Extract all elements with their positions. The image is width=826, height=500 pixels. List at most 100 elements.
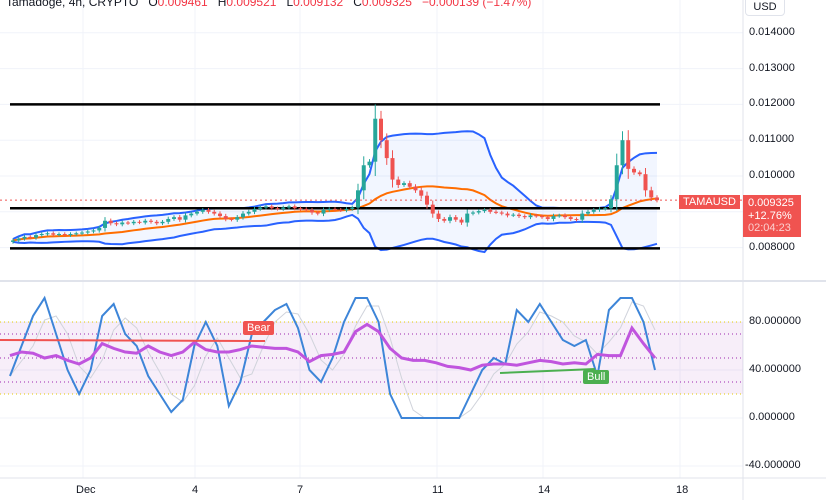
last-change-pct: +12.76% [748, 209, 792, 222]
candle-body [108, 220, 113, 224]
candle-body [22, 236, 27, 239]
candle-body [419, 190, 424, 196]
high-value: 0.009521 [226, 0, 277, 9]
candle-body [80, 232, 84, 234]
candle-body [137, 221, 142, 223]
candle-body [407, 183, 412, 187]
high-label: H [217, 0, 227, 9]
candle-body [488, 210, 493, 212]
candle-body [471, 212, 475, 214]
candle-body [436, 213, 441, 219]
candle-body [396, 179, 401, 185]
time-tick: 11 [432, 484, 444, 496]
candle-body [373, 118, 378, 162]
candle-body [643, 174, 648, 191]
bollinger-fill [13, 131, 657, 253]
candle-body [459, 219, 464, 223]
candle-body [195, 211, 199, 214]
candle-body [45, 233, 50, 235]
symbol-title: Tamadoge, 4h, CRYPTO [6, 0, 139, 9]
candle-body [287, 206, 291, 208]
symbol-legend: Tamadoge, 4h, CRYPTO O0.009461 H0.009521… [6, 0, 531, 9]
candle-body [264, 206, 268, 208]
low-label: L [286, 0, 294, 9]
candle-body [603, 208, 608, 210]
bull-divergence-line [499, 368, 596, 374]
candle-body [275, 208, 280, 210]
time-tick: 14 [538, 484, 551, 496]
open-value: 0.009461 [157, 0, 208, 9]
stoch-line [9, 295, 656, 419]
candle-body [563, 215, 567, 218]
price-tick: 0.008000 [749, 240, 795, 253]
candle-body [218, 213, 222, 217]
candle-body [235, 217, 240, 220]
candle-body [103, 220, 107, 228]
candle-body [448, 217, 452, 221]
candle-body [269, 206, 274, 209]
candle-body [149, 220, 153, 222]
candle-body [356, 190, 360, 208]
change-value: −0.000139 (−1.47%) [422, 0, 532, 9]
candle-body [453, 217, 458, 220]
candle-body [292, 206, 297, 209]
bull-divergence-tag: Bull [583, 370, 610, 384]
candle-body [143, 220, 148, 223]
candle-body [465, 213, 470, 223]
candle-body [114, 223, 119, 225]
candle-body [252, 208, 257, 212]
candle-body [333, 208, 337, 210]
candle-body [11, 240, 15, 242]
time-tick: 7 [297, 484, 304, 496]
price-tick: 0.012000 [749, 97, 795, 110]
candle-body [534, 215, 539, 217]
candle-body [206, 210, 211, 212]
currency-button[interactable]: USD [745, 0, 785, 16]
candle-body [241, 213, 245, 218]
candle-body [402, 183, 406, 185]
candle-body [68, 233, 73, 236]
candle-body [367, 161, 372, 166]
candle-body [85, 231, 90, 233]
candle-body [57, 233, 61, 235]
candle-body [62, 233, 67, 236]
candle-body [327, 208, 332, 211]
candle-body [413, 186, 418, 191]
candle-body [586, 211, 590, 214]
close-label: C [353, 0, 362, 9]
candle-body [655, 197, 659, 201]
candle-body [517, 214, 521, 217]
candle-body [298, 208, 303, 210]
candle-body [34, 235, 38, 238]
low-value: 0.009132 [293, 0, 344, 9]
candle-body [430, 204, 435, 214]
price-tick: 0.014000 [749, 25, 795, 38]
candle-body [528, 215, 533, 218]
candle-body [482, 210, 487, 212]
candle-body [591, 210, 596, 212]
candle-body [16, 238, 21, 241]
candle-body [390, 158, 395, 180]
candle-body [160, 221, 165, 224]
candle-body [315, 212, 320, 214]
candle-body [74, 233, 79, 235]
candle-body [39, 233, 44, 236]
price-tick: 0.013000 [749, 61, 795, 74]
candle-body [229, 218, 234, 220]
time-tick: 18 [676, 484, 689, 496]
open-label: O [148, 0, 158, 9]
candle-body [126, 222, 130, 224]
candle-body [258, 207, 263, 209]
candle-body [321, 210, 326, 214]
candle-body [609, 199, 613, 209]
candle-body [574, 218, 579, 220]
candle-body [505, 213, 510, 216]
price-tick: 0.010000 [749, 169, 795, 181]
candle-body [172, 217, 176, 219]
candle-body [522, 216, 527, 218]
candle-body [281, 207, 286, 209]
candle-body [223, 216, 228, 219]
rsi-line [9, 322, 657, 372]
candle-body [568, 217, 573, 219]
